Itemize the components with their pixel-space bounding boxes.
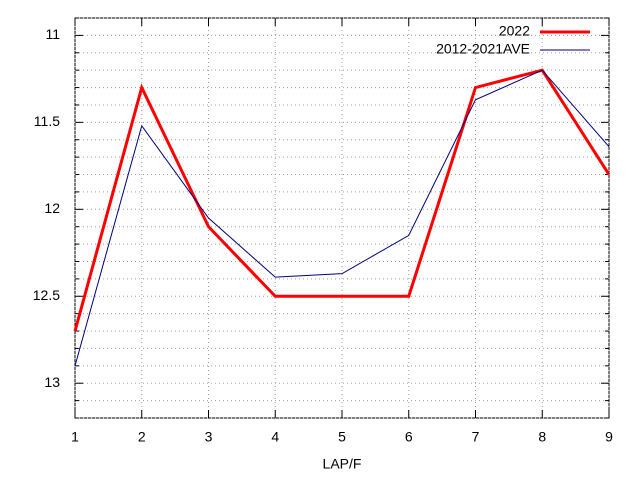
y-tick-label: 12 <box>44 200 60 216</box>
x-tick-label: 3 <box>205 429 213 445</box>
x-tick-label: 2 <box>138 429 146 445</box>
legend-label: 2012-2021AVE <box>436 41 530 57</box>
x-tick-label: 1 <box>71 429 79 445</box>
y-tick-label: 11 <box>45 26 60 42</box>
x-axis-label: LAP/F <box>323 456 362 472</box>
x-tick-label: 6 <box>405 429 413 445</box>
y-tick-label: 12.5 <box>33 287 60 303</box>
series-line <box>74 69 610 366</box>
y-tick-label: 13 <box>44 374 60 390</box>
x-tick-label: 9 <box>605 429 613 445</box>
x-tick-label: 4 <box>271 429 279 445</box>
series-line <box>73 68 611 332</box>
x-tick-label: 8 <box>538 429 546 445</box>
x-tick-label: 7 <box>472 429 480 445</box>
y-tick-label: 11.5 <box>34 113 60 129</box>
x-tick-label: 5 <box>338 429 346 445</box>
legend-label: 2022 <box>499 23 530 39</box>
